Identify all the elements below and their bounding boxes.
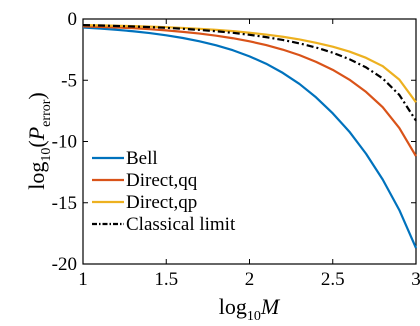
y-tick-label: 0 [68,9,78,30]
legend-label: Direct,qp [126,192,197,213]
legend-label: Bell [126,148,158,169]
plot-area [82,18,417,265]
y-tick-label: -20 [52,254,77,275]
series-line-1 [82,25,417,157]
series-lines [82,24,418,249]
x-tick-label: 2 [245,269,255,290]
y-axis-label: log10(Perror) [24,92,54,189]
x-tick-label: 1.5 [154,269,178,290]
legend-label: Classical limit [126,214,236,235]
x-tick-label: 2.5 [321,269,345,290]
x-axis-label: log10M [219,294,281,324]
series-line-3 [82,24,417,122]
y-tick-label: -10 [52,132,77,153]
y-tick-label: -5 [61,70,77,91]
series-line-0 [82,26,418,249]
axis-ticks: 1 1.5 2 2.5 3 0 -5 -10 -15 -20 [52,9,420,290]
y-tick-label: -15 [52,193,77,214]
x-tick-label: 1 [78,269,88,290]
x-tick-label: 3 [411,269,420,290]
legend-label: Direct,qq [126,170,198,191]
